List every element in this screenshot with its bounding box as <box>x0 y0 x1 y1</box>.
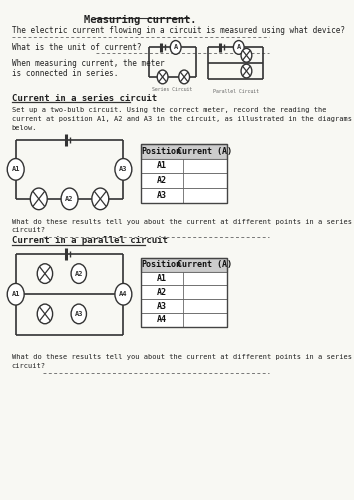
Text: What do these results tell you about the current at different points in a series: What do these results tell you about the… <box>12 354 352 360</box>
Text: A3: A3 <box>119 166 128 172</box>
Text: Current (A): Current (A) <box>177 146 233 156</box>
FancyBboxPatch shape <box>141 174 227 188</box>
Circle shape <box>37 304 53 324</box>
Circle shape <box>241 64 252 78</box>
FancyBboxPatch shape <box>141 158 227 174</box>
Text: is connected in series.: is connected in series. <box>12 69 118 78</box>
FancyBboxPatch shape <box>141 299 227 313</box>
Text: A: A <box>236 44 241 51</box>
Text: A1: A1 <box>157 274 167 283</box>
Circle shape <box>92 188 109 210</box>
Text: A2: A2 <box>157 176 167 185</box>
Circle shape <box>233 40 244 54</box>
Text: When measuring current, the meter: When measuring current, the meter <box>12 59 165 68</box>
Text: below.: below. <box>12 125 38 131</box>
Text: Set up a two-bulb circuit. Using the correct meter, record the reading the: Set up a two-bulb circuit. Using the cor… <box>12 108 326 114</box>
Circle shape <box>179 70 189 84</box>
FancyBboxPatch shape <box>141 313 227 326</box>
Text: A3: A3 <box>157 302 167 310</box>
Text: A4: A4 <box>119 291 128 297</box>
Text: What do these results tell you about the current at different points in a series: What do these results tell you about the… <box>12 218 352 224</box>
Text: A: A <box>173 44 178 51</box>
Text: Current (A): Current (A) <box>177 260 233 269</box>
Text: circuit?: circuit? <box>12 228 46 234</box>
FancyBboxPatch shape <box>141 188 227 203</box>
FancyBboxPatch shape <box>141 144 227 158</box>
FancyBboxPatch shape <box>141 286 227 299</box>
Text: Position: Position <box>142 260 182 269</box>
Circle shape <box>37 264 53 283</box>
Text: circuit?: circuit? <box>12 363 46 369</box>
Text: Parallel Circuit: Parallel Circuit <box>213 88 259 94</box>
FancyBboxPatch shape <box>141 272 227 285</box>
Circle shape <box>61 188 78 210</box>
Circle shape <box>170 40 181 54</box>
Text: A3: A3 <box>75 311 83 317</box>
Circle shape <box>241 48 252 62</box>
Text: The electric current flowing in a circuit is measured using what device?: The electric current flowing in a circui… <box>12 26 345 35</box>
Text: A1: A1 <box>11 166 20 172</box>
Circle shape <box>71 264 86 283</box>
Circle shape <box>115 284 132 305</box>
Text: A2: A2 <box>157 288 167 297</box>
Text: Current in a parallel circuit: Current in a parallel circuit <box>12 236 168 245</box>
FancyBboxPatch shape <box>141 258 227 272</box>
Circle shape <box>7 284 24 305</box>
Circle shape <box>30 188 47 210</box>
Text: A1: A1 <box>11 291 20 297</box>
Text: Position: Position <box>142 146 182 156</box>
Text: A3: A3 <box>157 191 167 200</box>
Circle shape <box>115 158 132 180</box>
Text: Current in a series circuit: Current in a series circuit <box>12 94 157 102</box>
Text: A4: A4 <box>157 316 167 324</box>
Text: current at position A1, A2 and A3 in the circuit, as illustrated in the diagrams: current at position A1, A2 and A3 in the… <box>12 116 352 122</box>
Text: A2: A2 <box>65 196 74 202</box>
Text: Measuring current.: Measuring current. <box>84 15 196 25</box>
Circle shape <box>157 70 168 84</box>
Circle shape <box>71 304 86 324</box>
Circle shape <box>7 158 24 180</box>
Text: Series Circuit: Series Circuit <box>153 87 193 92</box>
Text: A2: A2 <box>75 270 83 276</box>
Text: What is the unit of current?: What is the unit of current? <box>12 42 141 51</box>
Text: A1: A1 <box>157 162 167 170</box>
